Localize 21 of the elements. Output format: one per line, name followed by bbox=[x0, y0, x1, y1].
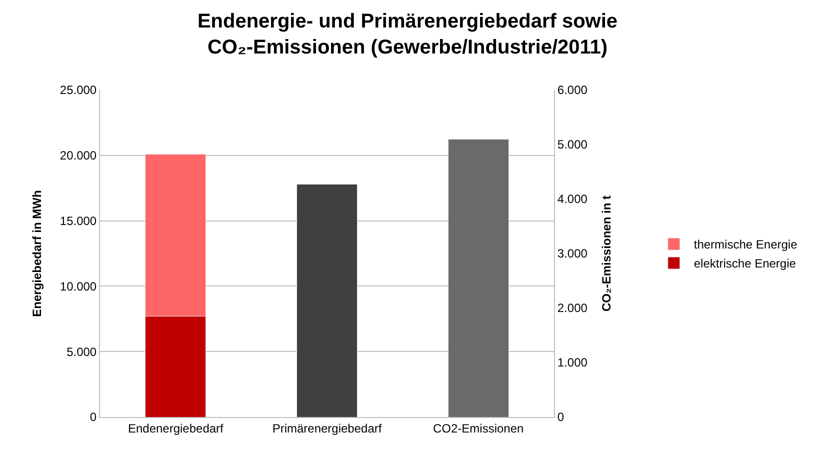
y2-tick-label: 6.000 bbox=[557, 83, 588, 98]
y-tick-label: 5.000 bbox=[66, 344, 97, 359]
y-tick-label: 20.000 bbox=[60, 148, 97, 163]
x-tick-label: CO2-Emissionen bbox=[432, 421, 524, 436]
y2-tick-label: 5.000 bbox=[557, 138, 588, 152]
y2-tick-label: 3.000 bbox=[557, 246, 588, 261]
y-tick-label: 15.000 bbox=[60, 214, 97, 228]
y2-tick-label: 2.000 bbox=[557, 301, 588, 316]
y2-tick-label: 4.000 bbox=[557, 192, 588, 206]
y-tick-label: 0 bbox=[90, 410, 97, 424]
y-tick-label: 25.000 bbox=[60, 83, 97, 98]
chart-title: Endenergie- und Primärenergiebedarf sowie CO₂-Emissionen (Gewerbe/Industrie/2011) bbox=[197, 10, 618, 58]
y2-axis-title: CO₂-Emissionen in t bbox=[600, 195, 614, 312]
x-tick-label: Primärenergiebedarf bbox=[272, 421, 382, 436]
y2-tick-label: 0 bbox=[557, 410, 564, 424]
x-tick-label: Endenergiebedarf bbox=[128, 421, 224, 436]
y2-tick-label: 1.000 bbox=[557, 356, 588, 370]
y-axis-title: Energiebedarf in MWh bbox=[30, 190, 44, 317]
y-tick-label: 10.000 bbox=[60, 279, 97, 294]
legend-label: elektrische Energie bbox=[694, 256, 796, 271]
legend-label: thermische Energie bbox=[694, 238, 798, 252]
